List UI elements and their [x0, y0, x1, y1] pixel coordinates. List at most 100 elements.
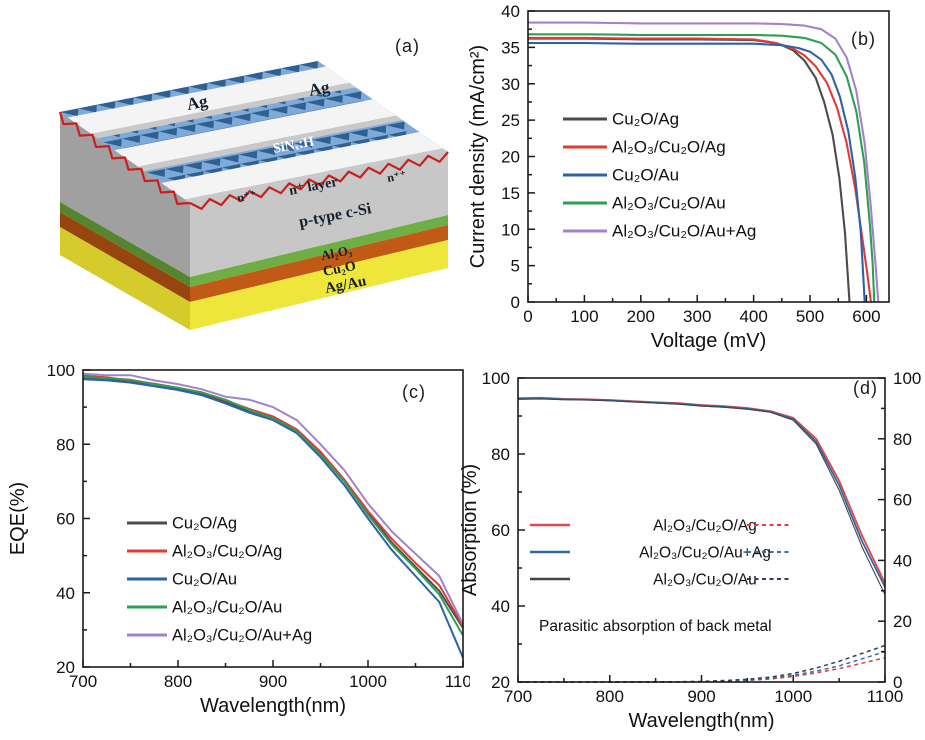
pyramid-facet [207, 79, 226, 88]
series-line [528, 41, 866, 303]
pyramid-facet [244, 71, 263, 80]
panel-letter-a: (a) [395, 36, 420, 56]
series-lines [517, 396, 886, 683]
pyramid-facet [165, 165, 184, 174]
pyramid-facet [281, 64, 300, 73]
y-tick-label: 40 [501, 2, 520, 21]
pyramid-facet [324, 94, 343, 103]
series-line [82, 375, 464, 636]
y-axis-title: Absorption (%) [459, 464, 481, 596]
legend-label: Cu₂O/Au [172, 571, 237, 589]
npp-right-label: n⁺⁺ [386, 168, 408, 185]
legend-label: Al₂O₃/Cu₂O/Ag [653, 518, 757, 535]
panel-b-jv-chart: 0 100 200 300 400 500 600 0 5 10 15 20 25 30 35 40 Volta… [462, 0, 925, 370]
pyramid-facet [170, 86, 189, 95]
pyramid-facet [306, 98, 325, 107]
y-tick-label: 20 [56, 658, 75, 677]
x-tick-label: 900 [259, 672, 287, 691]
pyramid-facet [78, 104, 97, 113]
layer-cu2o-front-face [190, 225, 448, 302]
y-tick-label: 25 [501, 111, 520, 130]
pyramid-facet [232, 113, 251, 122]
series-line [528, 37, 851, 303]
pyramid-facet [269, 105, 288, 114]
pyramid-facet [213, 116, 233, 125]
y-tick-label: 60 [491, 521, 510, 540]
layer-c-si-front-face [190, 152, 448, 277]
right-y-tick-label: 40 [893, 551, 912, 570]
ag-finger-1 [67, 66, 350, 134]
legend: Cu₂O/Ag Al₂O₃/Cu₂O/Ag Cu₂O/Au Al₂O₃/Cu₂O/Au… [127, 515, 312, 645]
ag-finger-3-shade [184, 148, 449, 203]
right-y-tick-label: 60 [893, 491, 912, 510]
pyramid-facet [238, 150, 258, 159]
layer-c-si-left-face [60, 112, 190, 277]
pyramid-facet [121, 135, 141, 143]
y-tick-label: 0 [511, 293, 520, 312]
legend: Al₂O₃/Cu₂O/Ag Al₂O₃/Cu₂O/Au+Ag Al₂O₃/Cu₂O/… [530, 518, 790, 589]
legend-label: Al₂O₃/Cu₂O/Au+Ag [639, 545, 771, 562]
emitter-edge-zigzag-front [189, 151, 449, 210]
legend-label: Cu₂O/Ag [612, 110, 679, 129]
legend-label: Cu₂O/Au [612, 166, 679, 185]
pyramid-facet [275, 143, 295, 152]
layer-cu2o-left-face [60, 212, 190, 302]
panel-a-device-schematic: Ag Ag SiNₓ:H n⁺⁺ n⁺ layer n⁺⁺ p-type c-S… [0, 0, 462, 365]
series-line [82, 376, 464, 629]
series-line [82, 372, 464, 625]
x-tick-label: 800 [164, 672, 192, 691]
x-axis-title: Wavelength(nm) [629, 710, 775, 732]
panel-letter-d: (d) [853, 378, 878, 398]
legend-label: Al₂O₃/Cu₂O/Au [612, 194, 726, 213]
y-tick-label: 80 [56, 435, 75, 454]
series-lines [528, 21, 880, 303]
absorption-spectra-chart: 700 800 900 1000 110020406080100020406080100… [459, 369, 922, 732]
legend-label: Al₂O₃/Cu₂O/Ag [612, 138, 726, 157]
y-tick-label: 40 [491, 597, 510, 616]
pyramid-facet [349, 128, 368, 137]
y-tick-label: 100 [482, 369, 510, 388]
y-tick-label: 40 [56, 584, 75, 603]
pyramid-facet [299, 61, 318, 69]
y-tick-label: 10 [501, 220, 520, 239]
series-line [82, 374, 464, 627]
x-axis-title: Wavelength(nm) [200, 695, 346, 717]
series-line [528, 33, 876, 303]
series-line [528, 36, 872, 303]
pyramid-facet [152, 90, 171, 99]
y-tick-label: 80 [491, 445, 510, 464]
pyramid-facet [250, 109, 270, 118]
y-tick-label: 35 [501, 38, 520, 57]
right-y-tick-label: 80 [893, 430, 912, 449]
axis-ticks: 700 800 900 1000 1100 20 40 60 80 100 [47, 365, 470, 691]
layer-al2o3-left-face [60, 202, 190, 287]
ag-finger-3 [161, 132, 443, 200]
right-y-tick-label: 20 [893, 612, 912, 631]
y-tick-label: 5 [511, 257, 520, 276]
x-tick-label: 0 [523, 307, 532, 326]
axis-ticks: 0 100 200 300 400 500 600 0 5 10 15 20 25 30 35 40 [501, 2, 881, 326]
panel-c-eqe-chart: 700 800 900 1000 1100 20 40 60 80 100 Wavelength(n… [0, 365, 470, 740]
y-axis-title: EQE(%) [7, 482, 29, 555]
solar-cell-3d-schematic: Ag Ag SiNₓ:H n⁺⁺ n⁺ layer n⁺⁺ p-type c-S… [58, 61, 449, 330]
x-tick-label: 200 [627, 307, 655, 326]
y-tick-label: 20 [501, 148, 520, 167]
y-axis-title: Current density (mA/cm²) [467, 45, 489, 268]
y-tick-label: 30 [501, 75, 520, 94]
pyramid-facet [342, 91, 362, 100]
x-tick-label: 400 [739, 307, 767, 326]
pyramid-facet [146, 169, 166, 177]
pyramid-facet [287, 102, 307, 111]
pyramid-facet [294, 139, 313, 148]
y-tick-label: 20 [491, 673, 510, 692]
panel-letter-b: (b) [851, 29, 876, 49]
right-y-tick-label: 0 [893, 673, 902, 692]
y-tick-label: 100 [47, 365, 75, 380]
pyramid-facet [140, 131, 159, 140]
right-y-tick-label: 100 [893, 369, 921, 388]
pyramid-facet [312, 136, 331, 145]
x-tick-label: 1100 [867, 687, 904, 706]
legend-label: Cu₂O/Ag [172, 515, 237, 533]
